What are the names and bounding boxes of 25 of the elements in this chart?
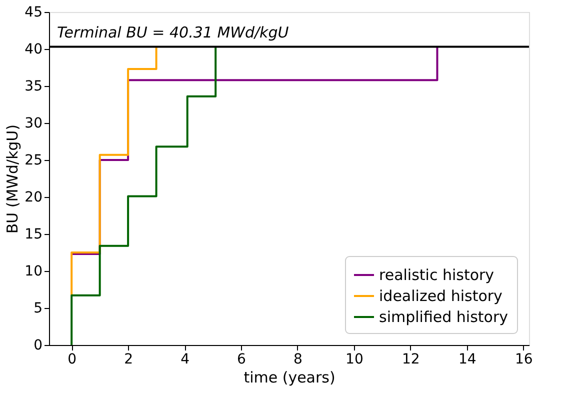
x-tick-label: 0 xyxy=(68,352,77,368)
legend-label: simplified history xyxy=(379,308,508,326)
y-tick-label: 0 xyxy=(34,338,42,354)
y-tick-label: 10 xyxy=(24,264,42,280)
y-tick-label: 40 xyxy=(24,42,42,58)
legend-label: idealized history xyxy=(379,287,503,305)
y-tick-label: 35 xyxy=(24,78,42,94)
x-tick-label: 2 xyxy=(124,352,134,368)
x-tick-label: 14 xyxy=(458,352,476,368)
y-tick-label: 30 xyxy=(24,116,42,132)
x-tick-label: 6 xyxy=(237,352,246,368)
x-axis-title: time (years) xyxy=(244,368,336,386)
x-tick-label: 8 xyxy=(294,352,302,368)
legend-label: realistic history xyxy=(379,266,494,284)
x-tick-label: 16 xyxy=(514,352,533,368)
y-tick-label: 15 xyxy=(24,226,42,242)
x-tick-label: 10 xyxy=(346,352,364,368)
y-tick-label: 45 xyxy=(24,4,42,20)
y-axis-title: BU (MWd/kgU) xyxy=(4,124,22,234)
x-tick-label: 4 xyxy=(180,352,190,368)
y-tick-label: 5 xyxy=(34,300,42,316)
ref-line-label: Terminal BU = 40.31 MWd/kgU xyxy=(57,24,289,42)
x-tick-label: 12 xyxy=(402,352,420,368)
y-tick-label: 20 xyxy=(24,190,42,206)
y-tick-label: 25 xyxy=(24,152,42,168)
